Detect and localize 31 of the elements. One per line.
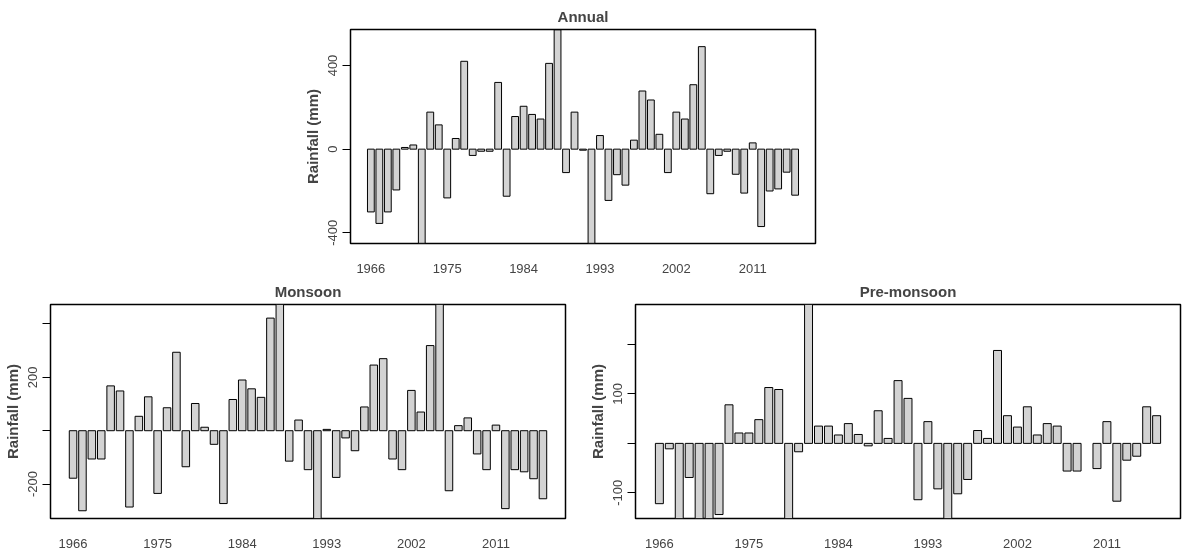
x-tick-label: 2011 (738, 260, 767, 276)
x-tick-label: 2011 (1092, 535, 1121, 551)
y-tick-label: -200 (25, 471, 41, 498)
y-tick-label: -100 (610, 479, 626, 506)
x-tick-label: 1975 (143, 535, 173, 551)
y-tick-label: 100 (610, 383, 626, 405)
y-tick-label: 400 (325, 54, 341, 77)
x-tick-label: 1993 (585, 260, 615, 276)
x-tick-label: 1984 (227, 535, 257, 551)
x-tick-label: 1984 (509, 260, 539, 276)
chart-title: Annual (557, 7, 609, 25)
y-tick-label: -400 (325, 219, 341, 246)
x-tick-label: 1966 (356, 260, 386, 276)
x-tick-label: 1984 (823, 535, 853, 551)
x-tick-label: 2002 (1002, 535, 1032, 551)
y-tick-label: 200 (25, 366, 41, 389)
y-axis-title: Rainfall (mm) (588, 363, 606, 459)
chart-title: Monsoon (274, 282, 342, 300)
x-tick-label: 1993 (312, 535, 342, 551)
x-tick-label: 2002 (661, 260, 691, 276)
x-tick-label: 1966 (644, 535, 674, 551)
chart-title: Pre-monsoon (859, 282, 957, 300)
y-axis-title: Rainfall (mm) (303, 88, 321, 184)
y-axis-title: Rainfall (mm) (3, 363, 21, 459)
x-tick-label: 1966 (58, 535, 88, 551)
x-tick-label: 2002 (396, 535, 426, 551)
x-tick-label: 2011 (481, 535, 510, 551)
x-tick-label: 1975 (734, 535, 764, 551)
x-tick-label: 1975 (432, 260, 462, 276)
x-tick-label: 1993 (913, 535, 943, 551)
y-tick-label: 0 (325, 145, 341, 153)
